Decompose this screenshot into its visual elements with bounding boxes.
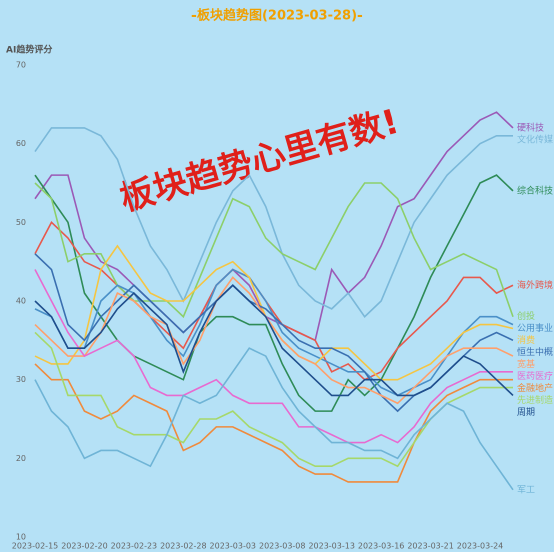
legend-label: 综合科技 bbox=[517, 184, 553, 196]
legend-label: 恒生中概 bbox=[517, 346, 553, 358]
legend-label: 金融地产 bbox=[517, 382, 553, 394]
legend-label: 海外跨境 bbox=[517, 279, 553, 291]
series-line bbox=[34, 127, 513, 318]
legend-label: 文化传媒 bbox=[517, 133, 553, 145]
series-line bbox=[34, 347, 514, 491]
legend-label: 军工 bbox=[517, 484, 535, 495]
series-line bbox=[34, 363, 513, 483]
legend-label: 宽基 bbox=[517, 358, 535, 370]
y-tick-label: 60 bbox=[16, 139, 26, 148]
x-tick-label: 2023-03-03 bbox=[210, 542, 257, 551]
legend-label: 公用事业 bbox=[517, 322, 553, 334]
series-line bbox=[34, 269, 513, 444]
y-axis-label: AI趋势评分 bbox=[6, 44, 52, 56]
dash: - bbox=[357, 8, 363, 24]
y-tick-label: 40 bbox=[16, 297, 26, 306]
series-line bbox=[34, 284, 514, 397]
legend-label: 消费 bbox=[517, 334, 535, 346]
y-tick-label: 30 bbox=[16, 375, 26, 384]
x-tick-label: 2023-03-13 bbox=[308, 542, 355, 551]
series-line bbox=[34, 174, 514, 412]
series-line bbox=[34, 221, 514, 381]
legend-label: 医药医疗 bbox=[517, 370, 553, 382]
x-tick-label: 2023-03-21 bbox=[407, 542, 454, 551]
series-line bbox=[34, 276, 514, 405]
x-tick-label: 2023-03-08 bbox=[259, 542, 306, 551]
series-line bbox=[34, 111, 514, 342]
x-tick-label: 2023-02-15 bbox=[12, 542, 59, 551]
y-tick-label: 20 bbox=[16, 454, 26, 463]
y-tick-label: 10 bbox=[16, 533, 26, 542]
y-tick-label: 50 bbox=[16, 218, 26, 227]
x-tick-label: 2023-03-16 bbox=[358, 542, 405, 551]
legend-label: 创投 bbox=[517, 310, 535, 322]
legend-label: 先进制造 bbox=[517, 394, 553, 406]
legend-label: 硬科技 bbox=[517, 121, 544, 133]
x-tick-label: 2023-02-20 bbox=[61, 542, 108, 551]
dash: - bbox=[191, 8, 197, 24]
x-tick-label: 2023-02-23 bbox=[111, 542, 158, 551]
x-tick-label: 2023-03-24 bbox=[457, 542, 504, 551]
y-tick-label: 70 bbox=[16, 61, 26, 70]
series-line bbox=[34, 182, 514, 319]
chart-title: 板块趋势图(2023-03-28) bbox=[197, 8, 357, 24]
legend-label: 周期 bbox=[517, 407, 535, 418]
x-tick-label: 2023-02-28 bbox=[160, 542, 207, 551]
